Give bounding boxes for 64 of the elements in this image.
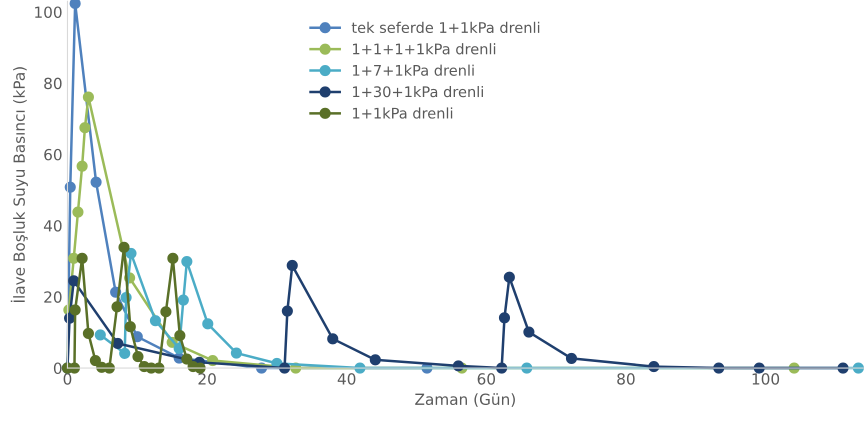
point bbox=[160, 306, 172, 318]
point bbox=[150, 315, 161, 326]
y-tick-label: 0 bbox=[54, 362, 62, 374]
y-tick-label: 40 bbox=[44, 220, 62, 232]
point bbox=[178, 294, 189, 306]
y-tick-label: 20 bbox=[44, 291, 62, 303]
x-tick-label: 20 bbox=[198, 373, 216, 385]
y-tick-label: 100 bbox=[35, 6, 62, 18]
point bbox=[94, 329, 106, 340]
point bbox=[72, 206, 84, 218]
point bbox=[76, 252, 88, 264]
point bbox=[181, 256, 192, 268]
point bbox=[837, 362, 849, 374]
legend-label: 1+1kPa drenli bbox=[352, 107, 452, 119]
point bbox=[125, 248, 137, 259]
point bbox=[521, 362, 532, 374]
point bbox=[354, 362, 366, 374]
point bbox=[70, 0, 81, 9]
point bbox=[68, 275, 80, 286]
point bbox=[174, 330, 186, 342]
point bbox=[194, 362, 206, 374]
point bbox=[523, 326, 534, 338]
point bbox=[286, 260, 298, 272]
point bbox=[132, 351, 144, 362]
x-tick-label: 100 bbox=[752, 373, 780, 385]
x-tick-label: 40 bbox=[338, 373, 356, 385]
point bbox=[64, 182, 76, 193]
point bbox=[118, 242, 130, 253]
point bbox=[202, 318, 214, 330]
point bbox=[452, 360, 464, 372]
y-axis-title: İlave Boşluk Suyu Basıncı (kPa) bbox=[10, 67, 28, 302]
point bbox=[282, 305, 293, 317]
point bbox=[648, 361, 660, 372]
legend-label: tek seferde 1+1kPa drenli bbox=[352, 22, 540, 34]
y-tick-label: 60 bbox=[44, 148, 62, 160]
point bbox=[370, 354, 381, 366]
point bbox=[90, 354, 101, 366]
point bbox=[566, 352, 578, 364]
x-axis-title: Zaman (Gün) bbox=[415, 393, 515, 407]
x-tick-label: 80 bbox=[617, 373, 635, 385]
point bbox=[111, 301, 123, 312]
point bbox=[90, 176, 102, 188]
point bbox=[70, 304, 81, 316]
point bbox=[79, 122, 90, 134]
legend-label: 1+1+1+1kPa drenli bbox=[352, 43, 496, 54]
x-tick-label: 60 bbox=[478, 373, 496, 385]
point bbox=[230, 348, 242, 359]
point bbox=[76, 160, 88, 172]
point bbox=[82, 328, 94, 340]
point bbox=[82, 92, 94, 103]
x-tick-label: 0 bbox=[64, 373, 72, 385]
point bbox=[279, 362, 290, 374]
legend-label: 1+7+1kPa drenli bbox=[352, 64, 474, 76]
y-tick-label: 80 bbox=[44, 78, 62, 90]
point bbox=[327, 333, 338, 344]
point bbox=[504, 272, 515, 283]
point bbox=[181, 354, 192, 365]
legend-label: 1+30+1kPa drenli bbox=[352, 86, 483, 98]
point bbox=[112, 338, 124, 349]
point bbox=[167, 252, 178, 264]
point bbox=[713, 362, 724, 374]
point bbox=[498, 312, 510, 324]
point bbox=[119, 348, 130, 359]
point bbox=[124, 321, 136, 332]
